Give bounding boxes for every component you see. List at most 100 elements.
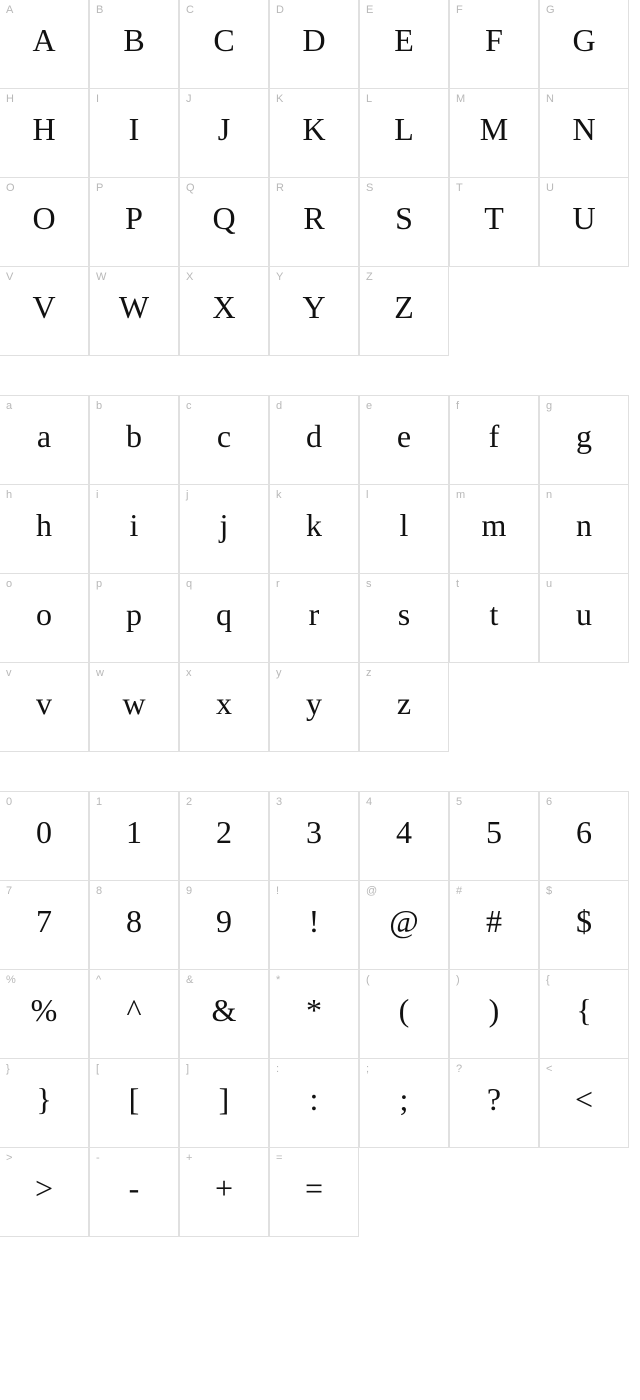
glyph-cell[interactable]: 44 (359, 791, 449, 881)
glyph-cell[interactable]: >> (0, 1147, 89, 1237)
glyph-cell[interactable]: UU (539, 177, 629, 267)
glyph-cell[interactable]: !! (269, 880, 359, 970)
glyph-cell[interactable]: << (539, 1058, 629, 1148)
glyph-cell[interactable]: == (269, 1147, 359, 1237)
glyph-cell[interactable]: && (179, 969, 269, 1059)
glyph-cell[interactable]: qq (179, 573, 269, 663)
glyph-cell[interactable]: -- (89, 1147, 179, 1237)
glyph-key-label: B (96, 4, 103, 16)
glyph-cell[interactable]: (( (359, 969, 449, 1059)
glyph-character: 7 (36, 903, 52, 940)
glyph-cell[interactable]: YY (269, 266, 359, 356)
glyph-cell[interactable]: 55 (449, 791, 539, 881)
glyph-cell[interactable]: mm (449, 484, 539, 574)
glyph-cell[interactable]: 66 (539, 791, 629, 881)
glyph-cell[interactable]: AA (0, 0, 89, 89)
glyph-cell[interactable]: CC (179, 0, 269, 89)
glyph-key-label: m (456, 489, 465, 501)
glyph-cell[interactable]: QQ (179, 177, 269, 267)
glyph-cell[interactable]: OO (0, 177, 89, 267)
glyph-key-label: I (96, 93, 99, 105)
glyph-cell[interactable]: yy (269, 662, 359, 752)
glyph-cell[interactable]: TT (449, 177, 539, 267)
glyph-cell[interactable]: MM (449, 88, 539, 178)
glyph-cell[interactable]: 22 (179, 791, 269, 881)
glyph-cell[interactable]: aa (0, 395, 89, 485)
glyph-character: & (212, 992, 237, 1029)
glyph-cell[interactable]: ]] (179, 1058, 269, 1148)
glyph-cell[interactable]: ?? (449, 1058, 539, 1148)
glyph-cell[interactable]: }} (0, 1058, 89, 1148)
glyph-cell[interactable]: HH (0, 88, 89, 178)
glyph-cell[interactable]: @@ (359, 880, 449, 970)
glyph-cell[interactable]: GG (539, 0, 629, 89)
glyph-cell[interactable]: II (89, 88, 179, 178)
glyph-key-label: g (546, 400, 552, 412)
glyph-cell[interactable]: RR (269, 177, 359, 267)
glyph-character: X (212, 289, 235, 326)
glyph-cell[interactable]: xx (179, 662, 269, 752)
glyph-cell[interactable]: [[ (89, 1058, 179, 1148)
glyph-key-label: + (186, 1152, 192, 1164)
glyph-cell[interactable]: NN (539, 88, 629, 178)
glyph-cell[interactable]: nn (539, 484, 629, 574)
glyph-cell[interactable]: pp (89, 573, 179, 663)
glyph-cell[interactable]: VV (0, 266, 89, 356)
glyph-cell[interactable]: ZZ (359, 266, 449, 356)
glyph-cell[interactable]: ss (359, 573, 449, 663)
glyph-cell[interactable]: JJ (179, 88, 269, 178)
glyph-cell[interactable]: ## (449, 880, 539, 970)
glyph-cell[interactable]: ** (269, 969, 359, 1059)
glyph-cell[interactable]: vv (0, 662, 89, 752)
glyph-cell[interactable]: zz (359, 662, 449, 752)
glyph-cell[interactable]: ii (89, 484, 179, 574)
glyph-cell[interactable]: ll (359, 484, 449, 574)
glyph-character: U (572, 200, 595, 237)
glyph-cell[interactable]: :: (269, 1058, 359, 1148)
glyph-cell[interactable]: ff (449, 395, 539, 485)
glyph-cell[interactable]: FF (449, 0, 539, 89)
glyph-character: q (216, 596, 232, 633)
glyph-cell[interactable]: EE (359, 0, 449, 89)
glyph-cell[interactable]: jj (179, 484, 269, 574)
glyph-cell[interactable]: ^^ (89, 969, 179, 1059)
glyph-cell[interactable]: XX (179, 266, 269, 356)
glyph-cell[interactable]: {{ (539, 969, 629, 1059)
glyph-cell[interactable]: hh (0, 484, 89, 574)
glyph-cell[interactable]: 88 (89, 880, 179, 970)
glyph-cell[interactable]: bb (89, 395, 179, 485)
glyph-cell[interactable]: SS (359, 177, 449, 267)
glyph-cell[interactable]: %% (0, 969, 89, 1059)
glyph-cell[interactable]: tt (449, 573, 539, 663)
glyph-cell[interactable]: ww (89, 662, 179, 752)
glyph-cell[interactable]: rr (269, 573, 359, 663)
glyph-cell[interactable]: BB (89, 0, 179, 89)
glyph-cell[interactable]: LL (359, 88, 449, 178)
glyph-character: } (36, 1081, 51, 1118)
glyph-key-label: d (276, 400, 282, 412)
glyph-cell[interactable]: $$ (539, 880, 629, 970)
glyph-cell[interactable]: oo (0, 573, 89, 663)
glyph-cell[interactable]: 11 (89, 791, 179, 881)
glyph-cell[interactable]: DD (269, 0, 359, 89)
glyph-cell[interactable]: ++ (179, 1147, 269, 1237)
glyph-character: y (306, 685, 322, 722)
glyph-cell[interactable]: kk (269, 484, 359, 574)
glyph-cell[interactable]: gg (539, 395, 629, 485)
glyph-cell[interactable]: 00 (0, 791, 89, 881)
glyph-cell[interactable]: 33 (269, 791, 359, 881)
glyph-cell[interactable]: cc (179, 395, 269, 485)
glyph-cell[interactable]: )) (449, 969, 539, 1059)
glyph-cell[interactable]: PP (89, 177, 179, 267)
glyph-cell[interactable]: 99 (179, 880, 269, 970)
glyph-character: e (397, 418, 411, 455)
glyph-cell[interactable]: ee (359, 395, 449, 485)
glyph-cell[interactable]: uu (539, 573, 629, 663)
glyph-cell[interactable]: dd (269, 395, 359, 485)
glyph-cell[interactable]: ;; (359, 1058, 449, 1148)
glyph-cell[interactable]: 77 (0, 880, 89, 970)
glyph-key-label: t (456, 578, 459, 590)
glyph-cell[interactable]: KK (269, 88, 359, 178)
glyph-character: F (485, 22, 503, 59)
glyph-cell[interactable]: WW (89, 266, 179, 356)
